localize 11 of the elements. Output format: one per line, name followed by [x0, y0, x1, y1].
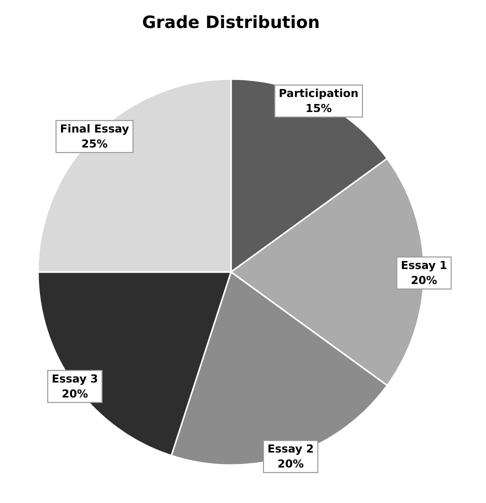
data-label: 20%: [277, 458, 304, 471]
data-label: 25%: [81, 138, 108, 151]
slice-label: Essay 3: [52, 372, 98, 386]
chart-title: Grade Distribution: [142, 13, 320, 33]
data-label: 20%: [62, 387, 88, 400]
slice-label: Participation: [278, 87, 358, 100]
slice-label: Final Essay: [60, 122, 130, 136]
data-label: 15%: [305, 102, 332, 116]
data-label: 20%: [410, 274, 438, 287]
slice-label: Essay 2: [267, 442, 314, 456]
slice-label: Essay 1: [400, 259, 448, 272]
